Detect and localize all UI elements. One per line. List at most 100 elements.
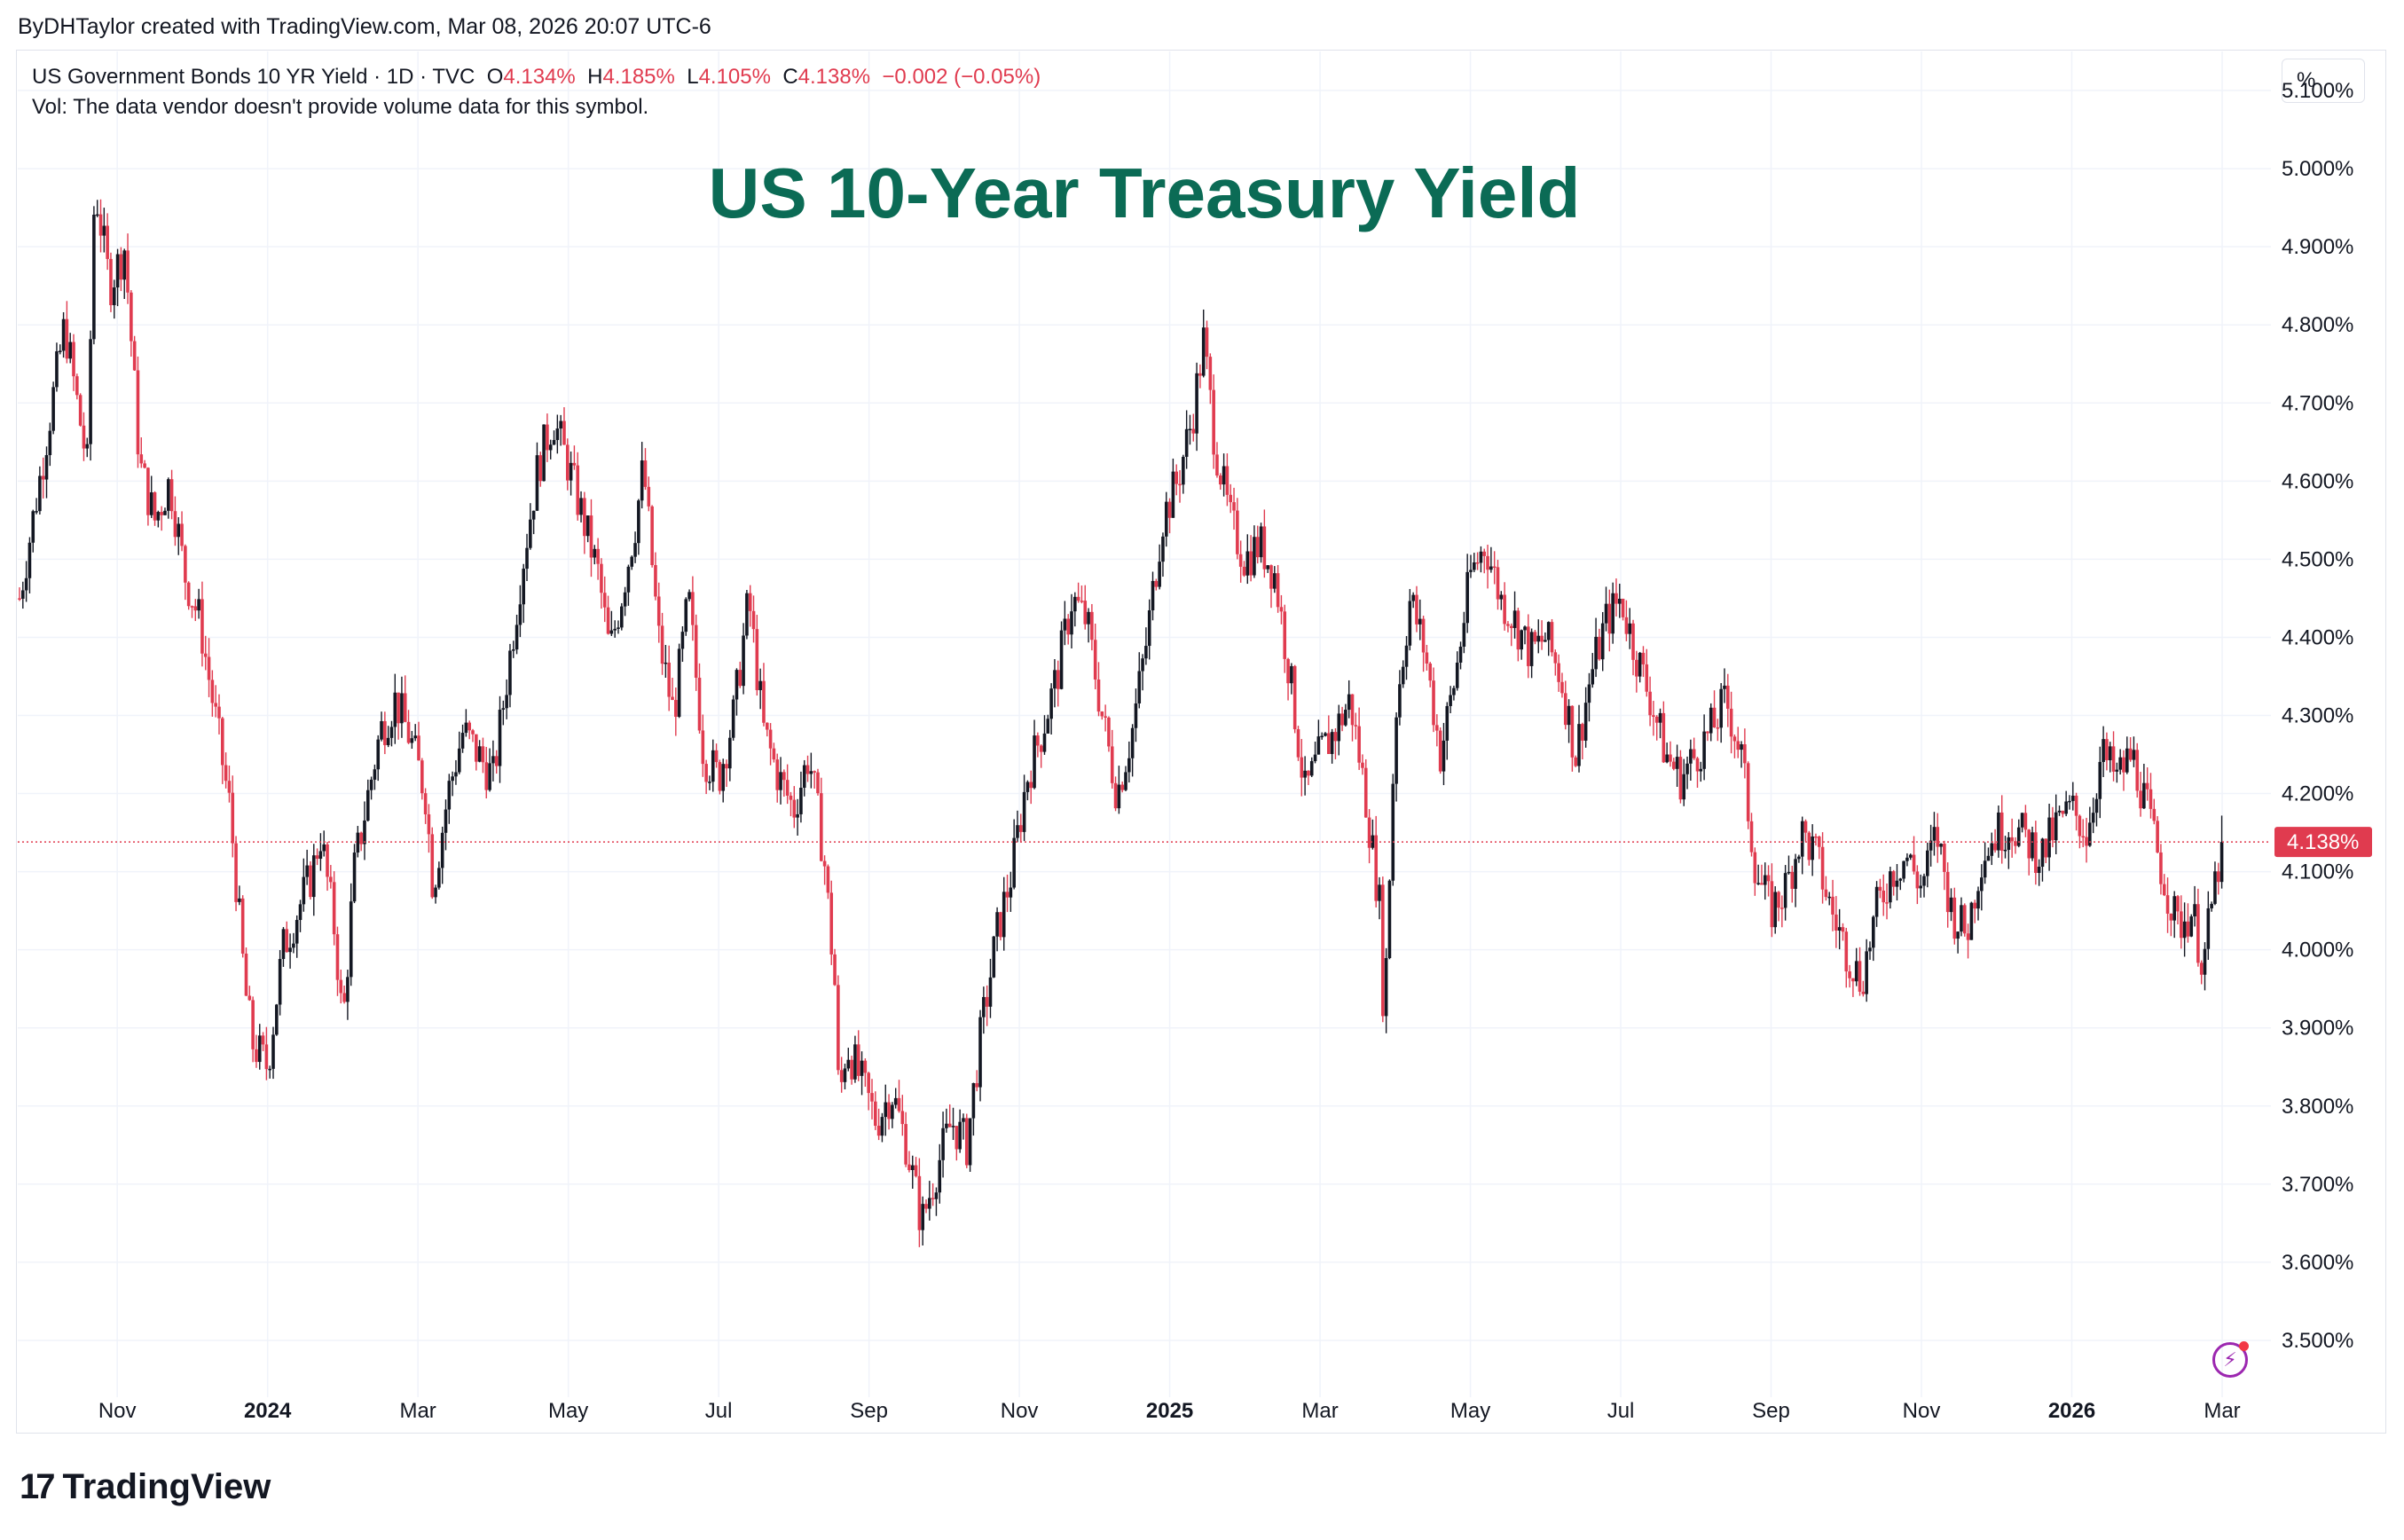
candle-body: [1442, 740, 1446, 772]
candle-body: [224, 765, 228, 782]
candle-body: [962, 1118, 965, 1122]
candle-body: [427, 813, 431, 835]
candle-body: [589, 515, 593, 558]
candle-body: [2040, 838, 2045, 868]
candle-body: [1249, 551, 1253, 576]
candle-body: [1814, 836, 1818, 838]
candle-body: [1794, 859, 1797, 889]
candle-body: [1063, 618, 1067, 631]
candle-body: [1357, 726, 1361, 763]
candle-body: [891, 1104, 894, 1120]
candle-body: [1604, 603, 1608, 624]
candle-body: [1952, 897, 1957, 939]
candle-body: [1695, 758, 1700, 772]
candle-body: [18, 598, 21, 600]
candle-body: [867, 1072, 870, 1094]
candle-body: [457, 748, 461, 773]
candle-body: [1926, 850, 1929, 876]
candle-body: [2111, 746, 2116, 772]
candle-body: [238, 898, 241, 902]
candle-body: [48, 430, 52, 456]
candle-body: [329, 876, 333, 883]
candle-body: [460, 733, 465, 749]
candle-body: [1803, 821, 1808, 833]
candle-body: [288, 947, 292, 953]
candle-body: [2216, 871, 2220, 883]
candle-body: [1042, 733, 1047, 752]
candle-body: [278, 959, 282, 1005]
candle-body: [1516, 610, 1520, 650]
candle-body: [1195, 373, 1198, 434]
candle-body: [1374, 835, 1379, 901]
candle-body: [1550, 622, 1554, 653]
candle-body: [1868, 947, 1872, 952]
candle-body: [596, 548, 600, 564]
candle-body: [207, 656, 211, 680]
candle-body: [169, 479, 174, 512]
candle-body: [511, 649, 515, 651]
candle-body: [2047, 817, 2051, 858]
x-tick-label: 2026: [2048, 1399, 2095, 1423]
y-tick-label: 4.000%: [2282, 939, 2353, 962]
candle-body: [126, 250, 130, 293]
flash-icon[interactable]: ⚡: [2212, 1341, 2249, 1378]
candle-body: [1854, 961, 1858, 982]
candle-body: [1066, 618, 1070, 635]
candle-body: [2145, 782, 2149, 790]
candle-body: [765, 722, 769, 730]
candle-body: [1820, 846, 1825, 890]
candle-body: [1560, 681, 1564, 694]
candle-body: [887, 1102, 891, 1120]
candle-body: [728, 737, 732, 769]
candle-body: [1117, 784, 1121, 809]
candle-body: [75, 376, 79, 396]
candle-body: [1337, 713, 1341, 742]
candle-body: [1347, 694, 1351, 711]
candle-body: [684, 599, 688, 632]
candle-body: [1218, 475, 1222, 485]
candle-body: [1611, 593, 1614, 634]
candle-body: [65, 318, 69, 359]
candle-body: [1279, 607, 1284, 612]
candle-body: [1238, 554, 1243, 567]
candle-body: [197, 599, 200, 611]
candle-body: [579, 498, 583, 515]
candle-body: [1956, 931, 1960, 939]
candle-body: [742, 635, 745, 687]
candle-body: [1841, 927, 1845, 932]
candle-body: [1296, 729, 1300, 758]
candle-body: [369, 779, 373, 790]
candle-body: [322, 844, 326, 852]
candle-body: [1147, 610, 1151, 647]
candle-body: [1344, 710, 1347, 726]
candle-body: [1976, 891, 1980, 909]
candle-body: [143, 463, 146, 468]
candle-body: [2051, 817, 2054, 841]
unit-toggle-button[interactable]: %: [2282, 59, 2365, 103]
candle-body: [1858, 961, 1862, 992]
candle-body: [1509, 625, 1513, 628]
candle-body: [2108, 746, 2112, 760]
candle-body: [1398, 684, 1402, 718]
y-tick-label: 4.500%: [2282, 547, 2353, 571]
candle-body: [1943, 844, 1946, 872]
candle-body: [410, 738, 414, 743]
candle-body: [1266, 565, 1269, 570]
candle-body: [1675, 757, 1679, 769]
candle-body: [2186, 921, 2190, 937]
candle-body: [440, 832, 444, 868]
candle-body: [1191, 428, 1196, 434]
legend-symbol[interactable]: US Government Bonds 10 YR Yield · 1D · T…: [32, 65, 475, 89]
candle-body: [295, 920, 299, 944]
candle-body: [619, 606, 624, 628]
candle-body: [1506, 624, 1510, 626]
candle-body: [2135, 750, 2140, 791]
candle-body: [1182, 456, 1185, 485]
candle-body: [694, 625, 698, 678]
candle-body: [643, 460, 648, 487]
candle-body: [1262, 526, 1267, 570]
tradingview-logo[interactable]: 17 TradingView: [20, 1467, 271, 1507]
candle-body: [130, 292, 133, 342]
candle-body: [447, 781, 452, 810]
